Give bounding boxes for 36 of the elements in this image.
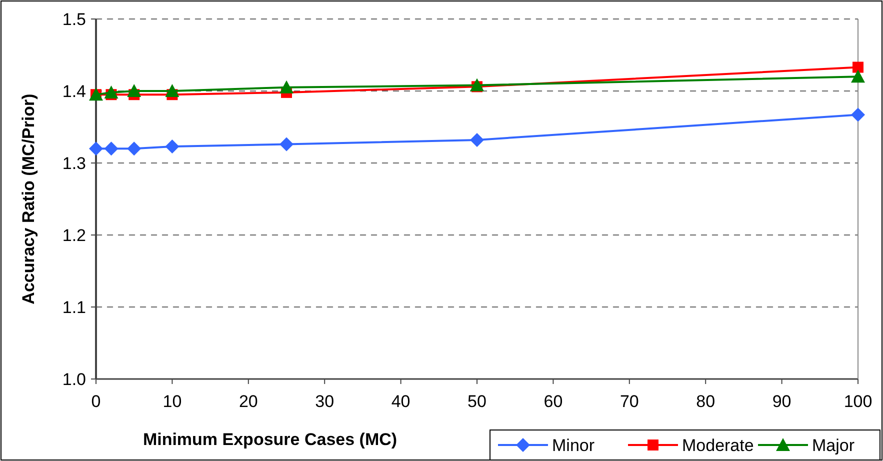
point [280, 137, 294, 152]
point [89, 142, 103, 156]
point [851, 108, 865, 122]
x-tick-label: 70 [620, 392, 639, 411]
point [852, 62, 864, 73]
point [470, 78, 484, 92]
y-tick-label: 1.1 [62, 298, 86, 317]
point [127, 142, 142, 156]
point [165, 84, 180, 97]
x-axis-title: Minimum Exposure Cases (MC) [142, 430, 398, 449]
x-tick-label: 10 [162, 392, 182, 411]
legend-label: Major [812, 436, 855, 455]
x-tick-label: 20 [238, 392, 258, 411]
point [280, 80, 294, 94]
y-tick-label: 1.2 [62, 226, 86, 245]
x-tick-label: 50 [468, 392, 486, 411]
legend-label: Moderate [682, 436, 754, 455]
x-tick-label: 30 [315, 392, 334, 411]
point [127, 84, 142, 97]
x-tick-label: 90 [772, 392, 792, 411]
x-tick-label: 100 [844, 392, 872, 411]
x-tick-label: 80 [696, 392, 716, 411]
point [470, 132, 484, 147]
point [165, 139, 180, 154]
y-tick-label: 1.5 [62, 10, 86, 29]
y-tick-label: 1.4 [62, 82, 86, 101]
y-axis-title: Accuracy Ratio (MC/Prior) [19, 94, 38, 304]
x-tick-label: 60 [544, 392, 563, 411]
point [851, 70, 865, 83]
x-tick-label: 40 [391, 392, 410, 411]
y-tick-label: 1.0 [62, 370, 86, 389]
x-tick-label: 0 [91, 392, 101, 411]
y-tick-label: 1.3 [62, 154, 86, 173]
point [104, 142, 118, 156]
point [104, 85, 118, 98]
legend-label: Minor [552, 436, 595, 455]
